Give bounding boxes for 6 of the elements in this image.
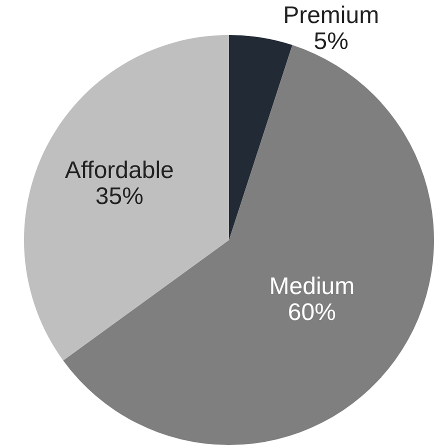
slice-label: Premium <box>283 2 380 30</box>
data-label: 35% <box>95 182 144 210</box>
slice-label: Medium <box>269 272 355 300</box>
data-label: 5% <box>314 28 348 56</box>
slice-label: Affordable <box>64 156 174 184</box>
data-label: 60% <box>288 298 336 326</box>
